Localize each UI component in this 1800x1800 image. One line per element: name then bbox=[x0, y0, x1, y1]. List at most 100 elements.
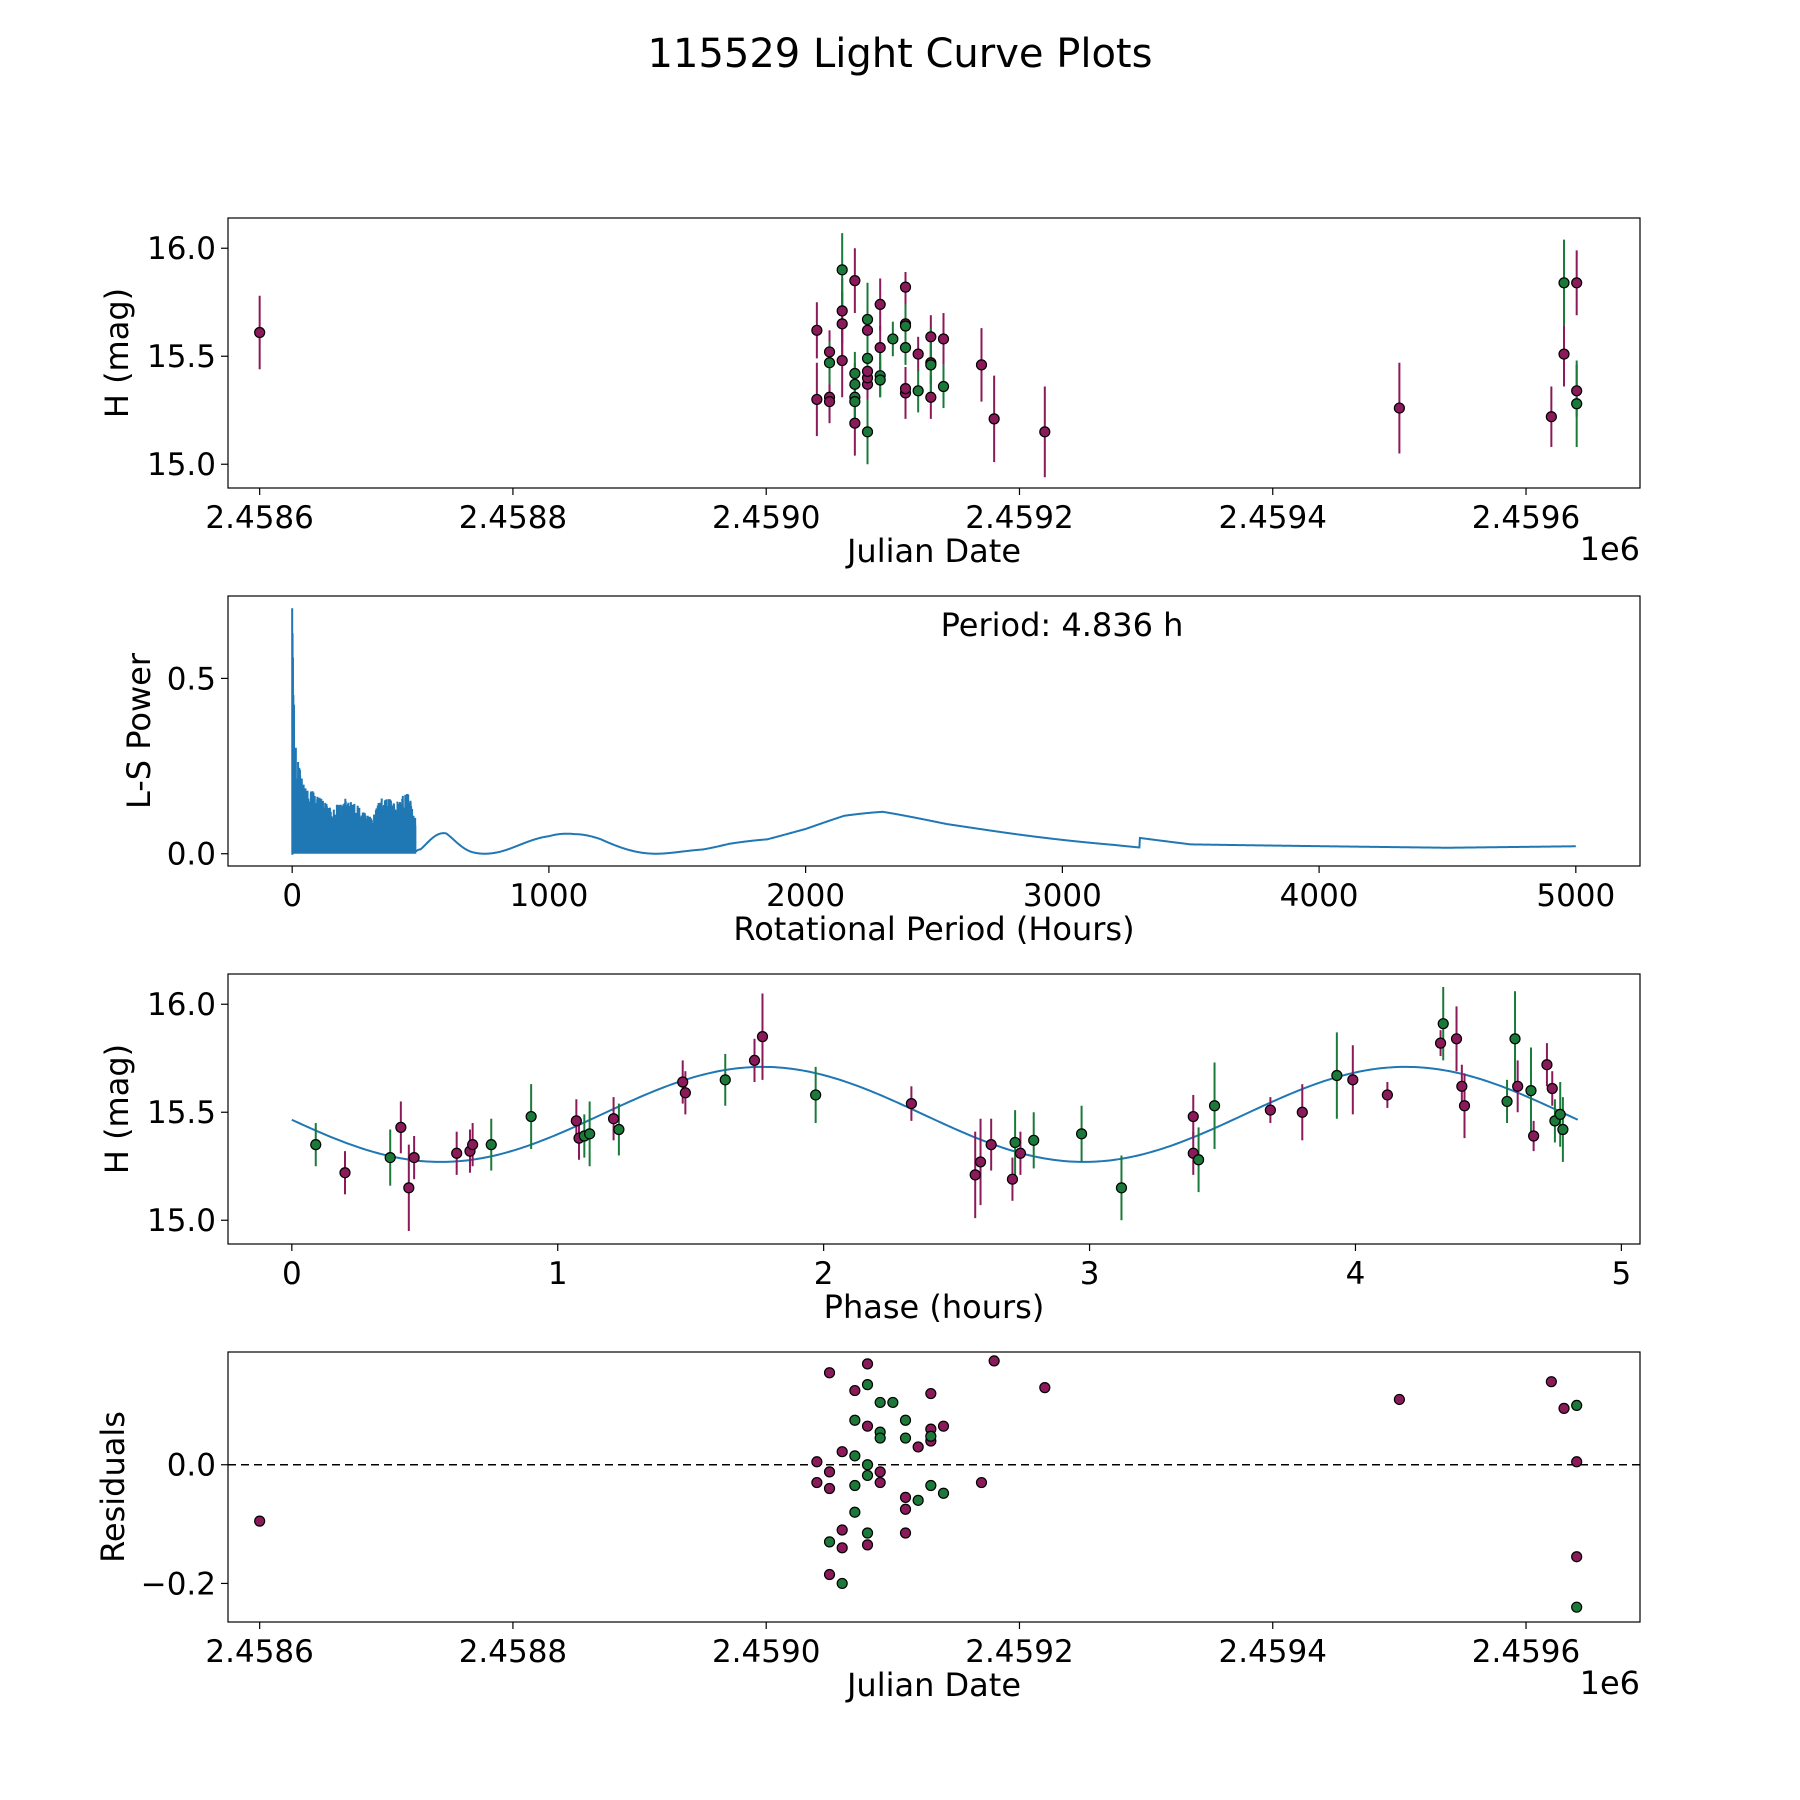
jd-point bbox=[912, 348, 924, 360]
jd-ytick-label: 15.5 bbox=[147, 339, 216, 375]
phase-point bbox=[974, 1156, 987, 1168]
phase-xtick-label: 3 bbox=[1080, 1256, 1100, 1292]
resid-point bbox=[836, 1524, 848, 1536]
jd-point bbox=[1545, 411, 1557, 423]
jd-offset-label: 1e6 bbox=[1580, 530, 1640, 568]
phase-point bbox=[1208, 1100, 1221, 1112]
jd-point bbox=[899, 383, 912, 395]
resid-point bbox=[925, 1430, 937, 1442]
jd-point bbox=[836, 264, 848, 276]
resid-point bbox=[1558, 1402, 1570, 1414]
phase-point bbox=[1546, 1082, 1558, 1095]
phase-point bbox=[607, 1113, 620, 1125]
phase-point bbox=[756, 1031, 769, 1043]
resid-point bbox=[823, 1367, 836, 1379]
phase-ytick-label: 15.5 bbox=[147, 1095, 216, 1131]
phase-xtick-label: 0 bbox=[282, 1256, 302, 1292]
phase-point bbox=[677, 1076, 689, 1088]
phase-point bbox=[1115, 1182, 1128, 1194]
phase-point bbox=[1437, 1018, 1449, 1030]
jd-point bbox=[1393, 402, 1405, 414]
resid-point bbox=[874, 1466, 886, 1478]
jd-point bbox=[861, 324, 874, 336]
jd-xtick-label: 2.4594 bbox=[1219, 500, 1327, 536]
resid-xtick-label: 2.4596 bbox=[1472, 1634, 1580, 1670]
jd-point bbox=[1039, 426, 1051, 438]
phase-point bbox=[1014, 1147, 1027, 1159]
jd-point bbox=[874, 342, 886, 354]
jd-xtick-label: 2.4596 bbox=[1472, 500, 1580, 536]
resid-xtick-label: 2.4590 bbox=[712, 1634, 820, 1670]
phase-point bbox=[1347, 1074, 1359, 1086]
resid-point bbox=[899, 1527, 912, 1539]
phase-point bbox=[1434, 1037, 1447, 1049]
resid-point bbox=[1571, 1456, 1583, 1468]
phase-point bbox=[403, 1182, 415, 1194]
resid-ylabel: Residuals bbox=[94, 1411, 132, 1563]
phase-point bbox=[1458, 1100, 1471, 1112]
ls-xtick-label: 5000 bbox=[1536, 878, 1615, 914]
jd-point bbox=[874, 374, 886, 386]
phase-point bbox=[1296, 1106, 1308, 1118]
panel-phase: 0 1 2 3 4 5 15.0 15.5 16.0 Phase (hours) H (mag) bbox=[98, 973, 1641, 1326]
resid-point bbox=[1393, 1393, 1405, 1406]
phase-point bbox=[1554, 1108, 1566, 1121]
phase-point bbox=[1456, 1080, 1468, 1092]
ls-ytick-label: 0.0 bbox=[167, 837, 216, 873]
ls-ylabel: L-S Power bbox=[120, 652, 158, 809]
resid-point bbox=[937, 1420, 950, 1432]
resid-point bbox=[874, 1396, 886, 1409]
resid-point bbox=[1571, 1601, 1583, 1613]
jd-point bbox=[836, 318, 848, 330]
jd-xtick-label: 2.4586 bbox=[205, 500, 313, 536]
jd-point bbox=[899, 342, 912, 354]
resid-point bbox=[823, 1568, 836, 1581]
resid-point bbox=[836, 1542, 848, 1554]
phase-point bbox=[1331, 1069, 1343, 1082]
resid-xlabel: Julian Date bbox=[845, 1666, 1021, 1704]
resid-ytick-label: 0.0 bbox=[167, 1448, 216, 1484]
resid-point bbox=[823, 1482, 836, 1495]
ls-xtick-label: 3000 bbox=[1023, 878, 1102, 914]
ls-xlabel: Rotational Period (Hours) bbox=[733, 910, 1134, 948]
phase-point bbox=[384, 1151, 396, 1164]
phase-point bbox=[467, 1139, 479, 1151]
jd-point bbox=[874, 298, 886, 310]
resid-offset-label: 1e6 bbox=[1580, 1664, 1640, 1702]
jd-point bbox=[1571, 385, 1583, 397]
phase-xtick-label: 1 bbox=[548, 1256, 568, 1292]
resid-point bbox=[925, 1387, 937, 1400]
ls-period-annotation: Period: 4.836 h bbox=[941, 606, 1184, 644]
phase-point bbox=[1525, 1085, 1537, 1097]
resid-xtick-label: 2.4586 bbox=[205, 1634, 313, 1670]
jd-point bbox=[1558, 277, 1570, 289]
jd-point bbox=[899, 281, 912, 293]
phase-point bbox=[1541, 1059, 1553, 1071]
panel-lomb-scargle: 0 1000 2000 3000 4000 5000 0.0 0.5 Period: 4.83… bbox=[120, 595, 1641, 948]
jd-point bbox=[925, 391, 937, 403]
resid-point bbox=[849, 1506, 861, 1518]
phase-point bbox=[1512, 1080, 1524, 1092]
jd-point bbox=[925, 331, 937, 343]
resid-point bbox=[899, 1414, 912, 1426]
figure-title: 115529 Light Curve Plots bbox=[648, 31, 1153, 77]
jd-point bbox=[899, 320, 912, 332]
jd-point bbox=[849, 396, 861, 408]
jd-point bbox=[811, 324, 823, 336]
jd-point bbox=[823, 396, 836, 408]
phase-point bbox=[1028, 1134, 1040, 1146]
jd-point bbox=[849, 275, 861, 287]
resid-point bbox=[925, 1479, 937, 1492]
jd-point bbox=[861, 365, 874, 377]
phase-ylabel: H (mag) bbox=[98, 1044, 136, 1174]
jd-point bbox=[988, 413, 1000, 425]
resid-point bbox=[975, 1476, 988, 1489]
jd-point bbox=[861, 426, 874, 438]
resid-point bbox=[988, 1355, 1000, 1367]
jd-point bbox=[811, 393, 823, 406]
resid-point bbox=[849, 1414, 861, 1426]
resid-xtick-label: 2.4594 bbox=[1219, 1634, 1327, 1670]
jd-point bbox=[849, 378, 861, 390]
phase-point bbox=[1501, 1095, 1513, 1108]
